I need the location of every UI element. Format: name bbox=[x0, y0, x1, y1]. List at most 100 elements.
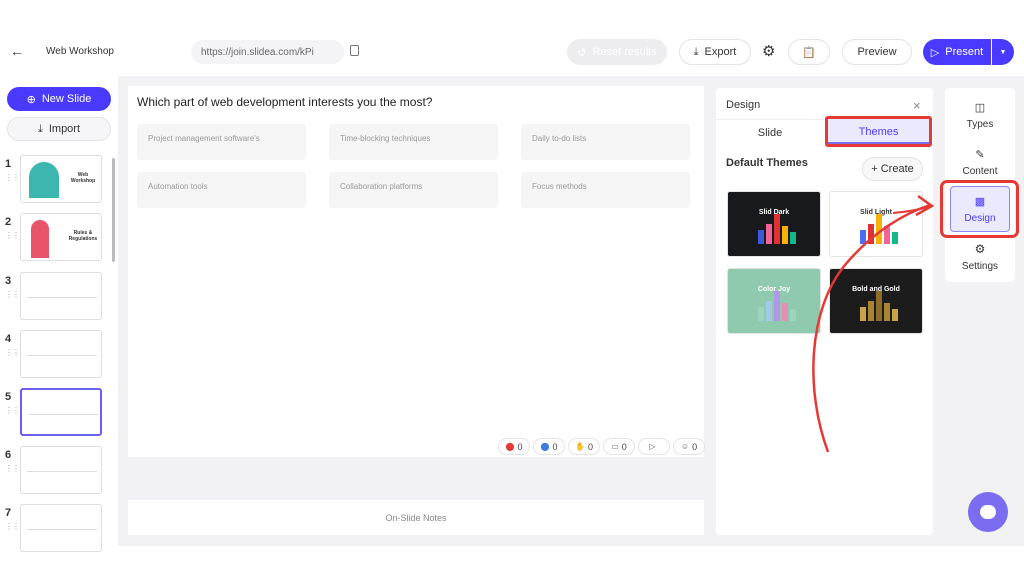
video-icon: ▷ bbox=[649, 442, 656, 451]
reaction-heart[interactable]: ⬤ 0 bbox=[498, 438, 530, 455]
answer-option[interactable]: Project management software's bbox=[137, 124, 306, 160]
theme-card[interactable]: Color Joy bbox=[727, 268, 821, 334]
tab-themes[interactable]: Themes bbox=[825, 116, 932, 147]
present-button[interactable]: ▷ Present bbox=[923, 39, 991, 65]
on-slide-notes[interactable]: On-Slide Notes bbox=[128, 500, 704, 535]
paint-roller-icon: ▩ bbox=[974, 195, 986, 208]
illustration bbox=[29, 162, 59, 198]
join-link[interactable]: https://join.slidea.com/kPi bbox=[191, 40, 344, 64]
clipboard-icon: 📋 bbox=[802, 46, 816, 59]
theme-name: Slid Light bbox=[860, 209, 892, 216]
slide-number: 7 bbox=[5, 507, 12, 519]
copy-icon[interactable] bbox=[350, 45, 359, 56]
theme-preview-bar bbox=[876, 291, 882, 321]
slide-thumbnail[interactable]: Rules & Regulations bbox=[20, 213, 102, 261]
slide-number: 6 bbox=[5, 449, 12, 461]
heart-icon: ⬤ bbox=[505, 442, 515, 451]
answer-option[interactable]: Focus methods bbox=[521, 172, 690, 208]
reset-results-button[interactable]: ↺ Reset results bbox=[567, 39, 667, 65]
presentation-title[interactable]: Web Workshop bbox=[46, 46, 114, 57]
close-icon[interactable]: × bbox=[913, 98, 921, 113]
drag-handle-icon[interactable]: ⋮⋮ bbox=[5, 522, 20, 531]
slide-thumbnail[interactable] bbox=[20, 504, 102, 552]
rail-item-content[interactable]: ✎ Content bbox=[962, 148, 998, 177]
slide-number: 4 bbox=[5, 333, 12, 345]
rail-item-types[interactable]: ◫ Types bbox=[966, 101, 994, 130]
theme-preview-bar bbox=[892, 309, 898, 321]
slide-thumbnail[interactable] bbox=[20, 446, 102, 494]
slide-thumbnail-title: Rules & Regulations bbox=[68, 230, 98, 242]
reaction-like[interactable]: ⬤ 0 bbox=[533, 438, 565, 455]
theme-preview-bar bbox=[884, 226, 890, 244]
drag-handle-icon[interactable]: ⋮⋮ bbox=[5, 406, 20, 415]
answer-option[interactable]: Time-blocking techniques bbox=[329, 124, 498, 160]
theme-preview-bar bbox=[876, 214, 882, 244]
reaction-video[interactable]: ▷ bbox=[638, 438, 670, 455]
slide-number: 2 bbox=[5, 216, 12, 228]
answer-option[interactable]: Daily to-do lists bbox=[521, 124, 690, 160]
import-icon: ⤓ bbox=[37, 122, 43, 135]
reaction-clap[interactable]: ✋ 0 bbox=[568, 438, 600, 455]
drag-handle-icon[interactable]: ⋮⋮ bbox=[5, 348, 20, 357]
theme-card[interactable]: Slid Dark bbox=[727, 191, 821, 257]
drag-handle-icon[interactable]: ⋮⋮ bbox=[5, 290, 20, 299]
like-icon: ⬤ bbox=[540, 442, 550, 451]
back-arrow-icon[interactable]: ← bbox=[10, 43, 24, 59]
theme-name: Color Joy bbox=[757, 286, 791, 293]
clipboard-button[interactable]: 📋 bbox=[788, 39, 830, 65]
drag-handle-icon[interactable]: ⋮⋮ bbox=[5, 231, 20, 240]
clap-icon: ✋ bbox=[575, 442, 585, 451]
slide-thumbnail[interactable]: Web Workshop bbox=[20, 155, 102, 203]
import-button[interactable]: ⤓ Import bbox=[7, 117, 111, 141]
theme-preview-bar bbox=[790, 309, 796, 321]
reaction-comments[interactable]: ▭ 0 bbox=[603, 438, 635, 455]
slide-number: 3 bbox=[5, 275, 12, 287]
drag-handle-icon[interactable]: ⋮⋮ bbox=[5, 464, 20, 473]
comments-icon: ▭ bbox=[611, 442, 619, 451]
preview-button[interactable]: Preview bbox=[842, 39, 912, 65]
theme-name: Bold and Gold bbox=[852, 286, 900, 293]
theme-preview-bar bbox=[758, 230, 764, 244]
right-rail bbox=[945, 88, 1015, 282]
sidebar-scrollbar[interactable] bbox=[112, 158, 115, 262]
theme-preview-bar bbox=[774, 214, 780, 244]
chat-bubble-icon bbox=[980, 505, 996, 519]
create-theme-button[interactable]: + Create bbox=[862, 157, 923, 181]
users-icon: ☺ bbox=[680, 442, 690, 451]
theme-preview-bar bbox=[774, 291, 780, 321]
pencil-icon: ✎ bbox=[975, 148, 985, 161]
default-themes-heading: Default Themes bbox=[726, 157, 808, 169]
new-slide-button[interactable]: ⊕ New Slide bbox=[7, 87, 111, 111]
slide-question[interactable]: Which part of web development interests … bbox=[137, 95, 433, 109]
slide-thumbnail[interactable] bbox=[20, 272, 102, 320]
download-icon: ⤓ bbox=[693, 45, 699, 58]
present-dropdown[interactable]: ▼ bbox=[992, 39, 1014, 65]
answer-option[interactable]: Collaboration platforms bbox=[329, 172, 498, 208]
gear-icon[interactable]: ⚙ bbox=[762, 43, 776, 60]
slide-number: 1 bbox=[5, 158, 12, 170]
reset-icon: ↺ bbox=[577, 46, 587, 59]
theme-preview-bar bbox=[766, 301, 772, 321]
theme-card[interactable]: Slid Light bbox=[829, 191, 923, 257]
theme-card[interactable]: Bold and Gold bbox=[829, 268, 923, 334]
play-icon: ▷ bbox=[930, 46, 940, 59]
theme-preview-bar bbox=[860, 307, 866, 321]
slide-thumbnail[interactable] bbox=[20, 330, 102, 378]
theme-preview-bar bbox=[860, 230, 866, 244]
drag-handle-icon[interactable]: ⋮⋮ bbox=[5, 173, 20, 182]
thumbnail-line bbox=[27, 297, 97, 298]
rail-item-design[interactable]: ▩ Design bbox=[950, 186, 1010, 232]
rail-item-settings[interactable]: ⚙ Settings bbox=[961, 242, 999, 272]
thumbnail-line bbox=[28, 414, 98, 415]
theme-preview-bar bbox=[892, 232, 898, 244]
chat-support-button[interactable] bbox=[968, 492, 1008, 532]
theme-name: Slid Dark bbox=[758, 209, 790, 216]
answer-option[interactable]: Automation tools bbox=[137, 172, 306, 208]
tab-slide[interactable]: Slide bbox=[716, 119, 824, 145]
reaction-users[interactable]: ☺ 0 bbox=[673, 438, 705, 455]
export-button[interactable]: ⤓ Export bbox=[679, 39, 751, 65]
plus-circle-icon: ⊕ bbox=[26, 93, 36, 106]
theme-preview-bar bbox=[758, 307, 764, 321]
slide-thumbnail[interactable] bbox=[20, 388, 102, 436]
